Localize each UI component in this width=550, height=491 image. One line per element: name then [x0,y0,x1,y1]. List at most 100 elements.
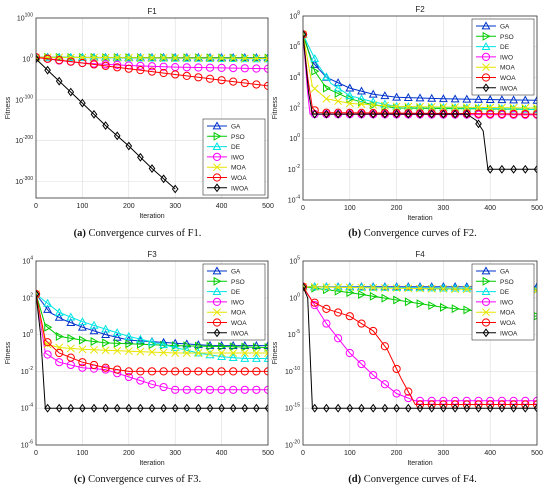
point-iwoa [303,29,307,39]
x-tick-label: 200 [391,450,403,457]
point-iwoa [463,109,471,119]
x-tick-label: 200 [391,205,403,212]
point-iwo [194,63,203,72]
series-group [36,289,268,413]
point-pso [160,340,169,350]
x-tick-label: 100 [344,205,356,212]
point-moa [252,54,261,63]
y-tick-label: 104 [22,256,33,266]
point-iwo [240,385,249,394]
y-tick-label: 10-20 [285,440,300,450]
caption-d-text: Convergence curves of F4. [361,474,477,485]
y-tick-label: 10100 [17,13,33,23]
x-tick-label: 0 [34,450,38,457]
point-moa [206,349,214,357]
point-woa [345,108,354,117]
point-de [159,340,169,349]
point-de [333,83,343,92]
point-iwoa [451,109,459,119]
point-pso [113,338,122,348]
caption-b: (b) Convergence curves of F2. [275,228,550,239]
y-tick-label: 100 [289,133,300,143]
y-tick-label: 10-100 [15,94,33,104]
point-woa [357,319,366,328]
point-pso [229,342,238,352]
point-ga [66,318,76,327]
point-iwoa [521,164,529,174]
point-moa [334,283,343,292]
point-moa [90,53,98,62]
point-pso [428,301,437,310]
point-ga [112,332,122,341]
y-axis-label: Fitness [5,341,12,364]
point-woa [303,30,308,39]
point-iwo [113,60,122,69]
point-iwo [159,382,168,392]
point-iwoa [323,403,330,413]
point-woa [380,342,389,351]
legend-label-iwo: IWO [231,154,244,161]
point-ga [474,94,483,103]
legend: GA PSO DE IWO MOA WOA IWOA [471,263,535,341]
point-ga [485,94,495,103]
point-ga [368,89,378,98]
point-moa [136,53,145,62]
point-moa [252,349,261,357]
x-axis-label: Iteration [139,460,164,467]
point-pso [55,331,64,341]
point-iwo [380,380,389,389]
point-moa [66,344,75,353]
point-iwoa [79,403,86,413]
chart-panel-3: 0 100 200 300 400 500 104 102 100 10-2 10-4 10-6 F3 I… [5,250,274,467]
point-iwo [322,319,331,328]
point-iwoa [404,109,412,119]
legend-marker-moa [213,163,221,172]
point-iwoa [264,403,268,413]
point-iwoa [303,282,307,292]
plot-frame [35,17,269,199]
legend-marker-de [212,141,222,150]
y-tick-label: 108 [289,11,300,21]
point-ga [89,326,99,335]
point-pso [206,341,215,351]
point-pso [311,66,320,76]
point-de [54,307,64,316]
point-woa [497,109,506,118]
legend-label-woa: WOA [231,320,247,327]
y-tick-label: 104 [289,72,300,82]
point-iwoa [102,121,109,131]
point-iwoa [113,131,121,141]
point-woa [89,360,99,370]
legend-label-ga: GA [231,124,241,131]
point-moa [113,53,122,62]
point-woa [66,57,75,66]
point-iwoa [346,109,354,119]
point-moa [182,349,191,357]
point-iwoa [440,403,447,413]
point-woa [240,78,249,88]
point-ga [54,312,64,321]
point-iwo [78,363,87,372]
point-pso [253,342,262,352]
point-moa [322,94,331,103]
point-iwo [310,301,319,310]
point-moa [113,346,122,355]
point-woa [240,367,249,376]
series-line-woa [303,286,537,405]
point-iwo [55,358,64,367]
legend-label-de: DE [500,289,510,296]
legend-label-woa: WOA [500,75,516,82]
point-woa [194,73,203,82]
point-iwo [182,385,191,394]
x-tick-label: 200 [123,203,135,210]
legend: GA PSO DE IWO MOA WOA IWOA [471,18,535,96]
point-iwo [159,62,168,71]
point-iwoa [148,403,156,413]
point-moa [101,346,110,355]
x-tick-label: 300 [169,203,181,210]
point-ga [462,94,472,103]
point-iwo [345,348,354,358]
point-ga [251,341,261,350]
chart-panel-2: 0 100 200 300 400 500 108 106 104 102 100 10-2 10-4 F… [272,5,543,222]
point-iwoa [171,403,179,413]
